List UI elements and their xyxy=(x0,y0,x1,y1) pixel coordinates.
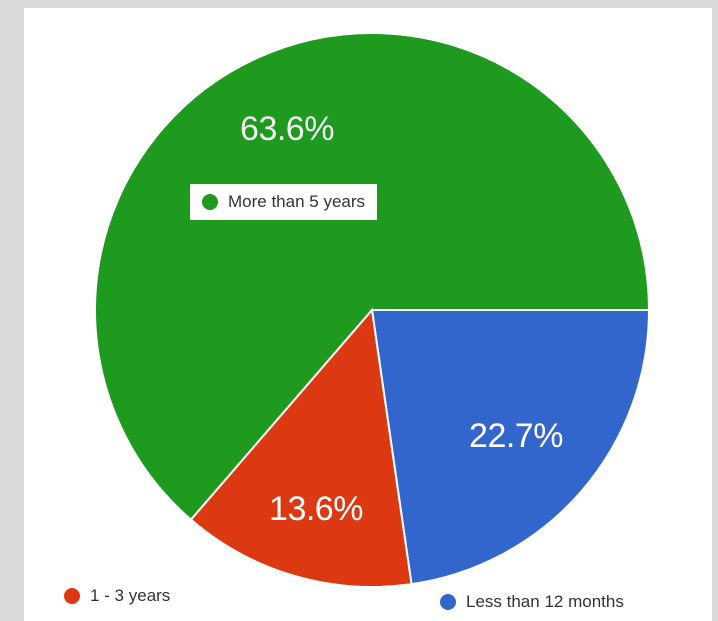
legend-item-1-3-years: 1 - 3 years xyxy=(64,586,170,606)
legend-label-1-3-years: 1 - 3 years xyxy=(90,586,170,606)
legend-label-less-than-12-months: Less than 12 months xyxy=(466,592,624,612)
legend-swatch-less-than-12-months xyxy=(440,594,456,610)
legend-swatch-1-3-years xyxy=(64,588,80,604)
legend-swatch-more-than-5-years xyxy=(202,194,218,210)
legend-item-more-than-5-years: More than 5 years xyxy=(190,184,377,220)
pie-chart: 63.6% 22.7% 13.6% xyxy=(24,8,712,621)
pie-slice-value-label: 13.6% xyxy=(269,490,363,528)
pie-slice-value-label: 63.6% xyxy=(240,110,334,148)
chart-card: 63.6% 22.7% 13.6% More than 5 years 1 - 3 … xyxy=(24,8,712,621)
legend-label-more-than-5-years: More than 5 years xyxy=(228,192,365,212)
legend-item-less-than-12-months: Less than 12 months xyxy=(440,592,624,612)
pie-slice-value-label: 22.7% xyxy=(469,417,563,455)
